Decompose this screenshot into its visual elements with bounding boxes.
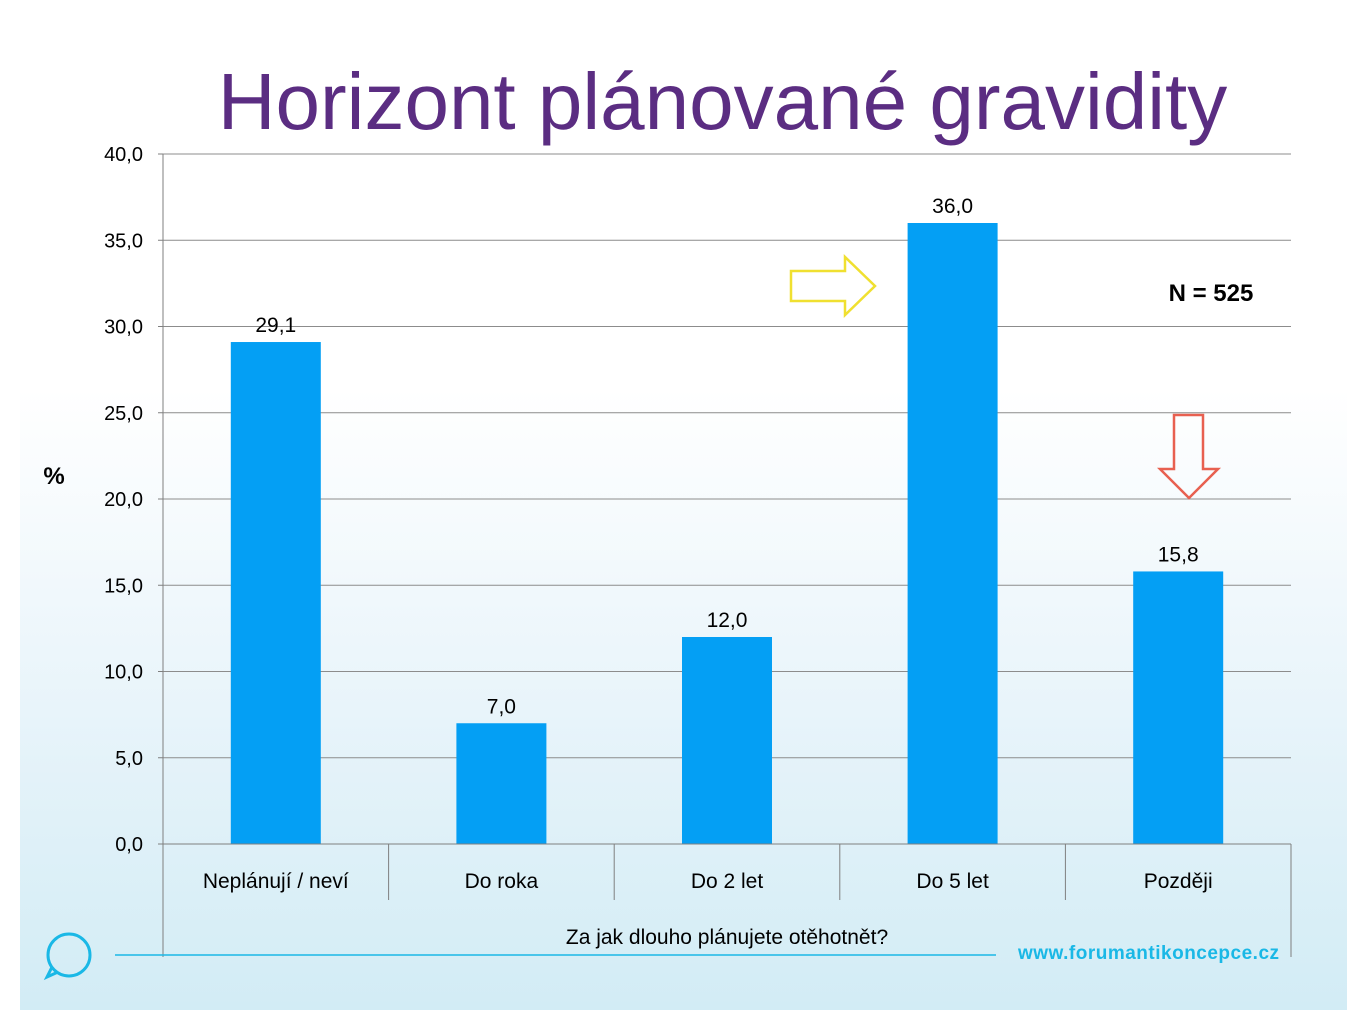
x-axis-categories: Neplánují / neví Do roka Do 2 let Do 5 let P… bbox=[203, 870, 1213, 893]
category-label: Později bbox=[1144, 870, 1213, 893]
y-tick-label: 5,0 bbox=[115, 748, 143, 770]
y-tick-label: 35,0 bbox=[104, 230, 143, 252]
category-label: Neplánují / neví bbox=[203, 870, 349, 893]
y-tick-label: 20,0 bbox=[104, 489, 143, 511]
right-arrow-icon bbox=[789, 254, 877, 318]
data-label: 12,0 bbox=[707, 609, 748, 632]
chart-title: Horizont plánované gravidity bbox=[217, 57, 1228, 146]
data-label: 29,1 bbox=[255, 314, 296, 337]
y-tick-label: 15,0 bbox=[104, 575, 143, 597]
bar bbox=[1133, 571, 1224, 844]
y-tick-label: 40,0 bbox=[104, 144, 143, 166]
data-label: 7,0 bbox=[487, 695, 516, 718]
bar bbox=[230, 342, 321, 844]
logo-icon bbox=[43, 932, 92, 981]
down-arrow-icon bbox=[1156, 413, 1222, 500]
y-axis-label: % bbox=[43, 463, 64, 490]
y-tick-label: 25,0 bbox=[104, 403, 143, 425]
category-label: Do 2 let bbox=[691, 870, 764, 893]
axis-frame bbox=[158, 153, 1292, 957]
x-axis-label: Za jak dlouho plánujete otěhotnět? bbox=[566, 926, 888, 949]
y-tick-label: 30,0 bbox=[104, 317, 143, 339]
y-tick-label: 0,0 bbox=[115, 834, 143, 856]
data-labels: 29,1 7,0 12,0 36,0 15,8 bbox=[255, 195, 1198, 718]
y-axis-ticks: 0,0 5,0 10,0 15,0 20,0 25,0 30,0 35,0 40,0 bbox=[104, 144, 143, 856]
category-label: Do roka bbox=[465, 870, 539, 893]
data-label: 15,8 bbox=[1158, 543, 1199, 566]
category-label: Do 5 let bbox=[916, 870, 989, 893]
bar bbox=[907, 223, 998, 844]
bar bbox=[456, 723, 547, 844]
sample-size-label: N = 525 bbox=[1169, 280, 1254, 307]
footer-url: www.forumantikoncepce.cz bbox=[1018, 943, 1280, 964]
gridlines bbox=[163, 153, 1291, 759]
data-label: 36,0 bbox=[932, 195, 973, 218]
bars bbox=[230, 223, 1224, 844]
y-tick-label: 10,0 bbox=[104, 662, 143, 684]
bar bbox=[682, 637, 772, 844]
